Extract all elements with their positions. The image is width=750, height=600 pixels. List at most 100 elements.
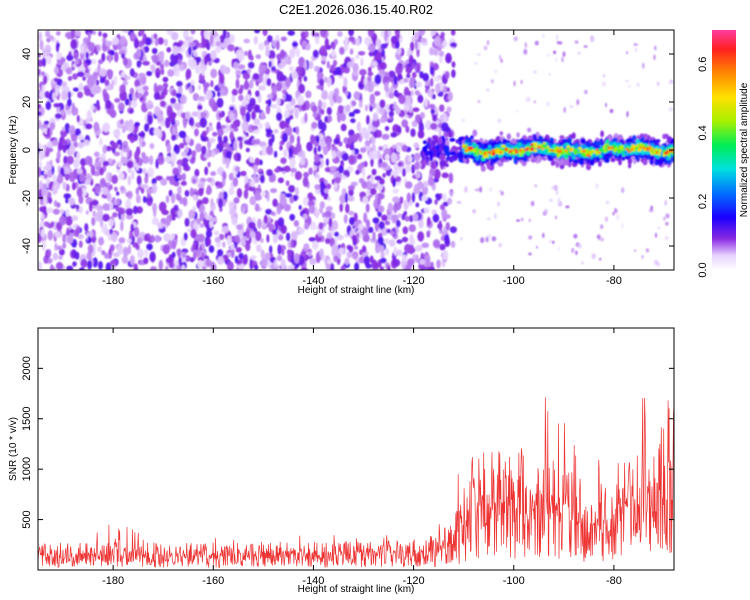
spectrogram-cell: [99, 68, 107, 77]
spectrogram-cell: [190, 118, 195, 127]
spectrogram-cell: [422, 140, 427, 144]
spectrogram-cell: [179, 142, 185, 149]
spectrogram-cell: [602, 74, 606, 78]
spectrogram-cell: [56, 202, 61, 208]
spectrogram-cell: [584, 89, 588, 95]
spectrogram-cell: [41, 183, 47, 195]
spectrogram-cell: [534, 184, 538, 188]
spectrogram-cell: [307, 251, 313, 257]
spectrogram-cell: [199, 204, 206, 213]
spectrogram-cell: [411, 192, 416, 203]
spectrogram-cell: [82, 76, 86, 81]
spectrogram-cell: [512, 139, 517, 146]
spectrogram-cell: [464, 186, 468, 193]
spectrogram-cell: [38, 68, 41, 76]
spectrogram-cell: [395, 219, 401, 228]
spectrogram-cell: [117, 102, 125, 112]
spectrogram-cell: [136, 206, 143, 214]
spectrogram-cell: [370, 135, 376, 145]
spectrogram-cell: [84, 223, 89, 232]
spectrogram-cell: [552, 240, 555, 244]
spectrogram-cell: [392, 178, 396, 188]
spectrogram-cell: [251, 139, 257, 146]
spectrogram-cell: [317, 145, 321, 153]
spectrogram-cell: [124, 98, 130, 106]
spectrogram-cell: [344, 192, 348, 204]
spectrogram-cell: [55, 31, 61, 36]
spectrogram-cell: [133, 226, 140, 238]
spectrogram-cell: [598, 161, 602, 167]
spectrogram-cell: [388, 110, 395, 117]
spectrogram-cell: [343, 43, 349, 52]
spectrogram-cell: [343, 214, 348, 224]
spectrogram-cell: [331, 150, 337, 159]
spectrogram-cell: [261, 145, 268, 156]
spectrogram-cell: [559, 135, 565, 140]
spectrogram-cell: [333, 87, 340, 97]
spectrogram-cell: [376, 149, 381, 160]
spectrogram-cell: [254, 203, 260, 212]
spectrogram-cell: [421, 195, 429, 201]
spectrogram-cell: [142, 168, 147, 175]
spectrogram-cell: [172, 167, 179, 176]
spectrogram-cell: [236, 188, 242, 198]
spectrogram-cell: [439, 153, 446, 161]
spectrogram-cell: [351, 100, 357, 107]
spectrogram-cell: [325, 238, 331, 244]
spectrogram-cell: [334, 66, 342, 76]
spectrogram-cell: [401, 254, 408, 262]
spectrogram-cell: [238, 94, 244, 102]
spectrogram-cell: [162, 76, 169, 83]
spectrogram-cell: [337, 105, 344, 114]
spectrogram-cell: [381, 214, 388, 222]
spectrogram-cell: [101, 250, 106, 256]
spectrogram-cell: [67, 98, 72, 107]
spectrogram-cell: [576, 99, 580, 106]
spectrogram-cell: [314, 184, 321, 190]
spectrogram-cell: [285, 180, 290, 187]
spectrogram-cell: [270, 211, 276, 216]
spectrogram-cell: [340, 123, 347, 132]
spectrogram-cell: [193, 50, 197, 57]
spectrogram-cell: [349, 48, 354, 55]
spectrogram-cell: [378, 205, 385, 213]
spectrogram-cell: [137, 88, 143, 94]
spectrogram-cell: [297, 227, 305, 235]
spectrogram-cell: [233, 140, 238, 151]
spectrogram-cell: [325, 205, 333, 212]
spectrogram-cell: [162, 244, 170, 255]
spectrogram-cell: [426, 230, 431, 238]
spectrogram-cell: [442, 249, 449, 260]
spectrogram-cell: [225, 158, 230, 169]
spectrogram-cell: [227, 44, 235, 52]
spectrogram-cell: [586, 157, 591, 164]
spectrogram-cell: [460, 236, 463, 241]
spectrogram-cell: [436, 193, 441, 201]
spectrogram-cell: [205, 89, 213, 101]
spectrogram-cell: [121, 30, 130, 33]
spectrogram-cell: [383, 238, 391, 244]
spectrogram-cell: [90, 164, 96, 176]
spectrogram-cell: [434, 199, 438, 205]
spectrogram-cell: [91, 235, 97, 244]
spectrogram-cell: [338, 247, 344, 254]
spectrogram-cell: [664, 236, 670, 240]
spectrogram-cell: [533, 100, 536, 104]
spectrogram-cell: [326, 60, 330, 69]
spectrogram-cell: [154, 38, 159, 47]
spectrogram-cell: [38, 103, 42, 109]
spectrogram-cell: [591, 253, 596, 259]
spectrogram-cell: [374, 91, 381, 96]
spectrogram-cell: [231, 94, 236, 103]
spectrogram-cell: [320, 122, 327, 132]
spectrogram-cell: [201, 130, 207, 137]
spectrogram-cell: [250, 125, 259, 131]
spectrogram-cell: [62, 234, 66, 244]
spectrogram-cell: [546, 101, 550, 107]
spectrogram-cell: [347, 195, 355, 202]
spectrogram-cell: [194, 128, 199, 137]
spectrogram-cell: [664, 159, 669, 165]
spectrogram-cell: [62, 242, 67, 249]
spectrogram-cell: [170, 233, 175, 240]
spectrogram-cell: [612, 137, 618, 142]
